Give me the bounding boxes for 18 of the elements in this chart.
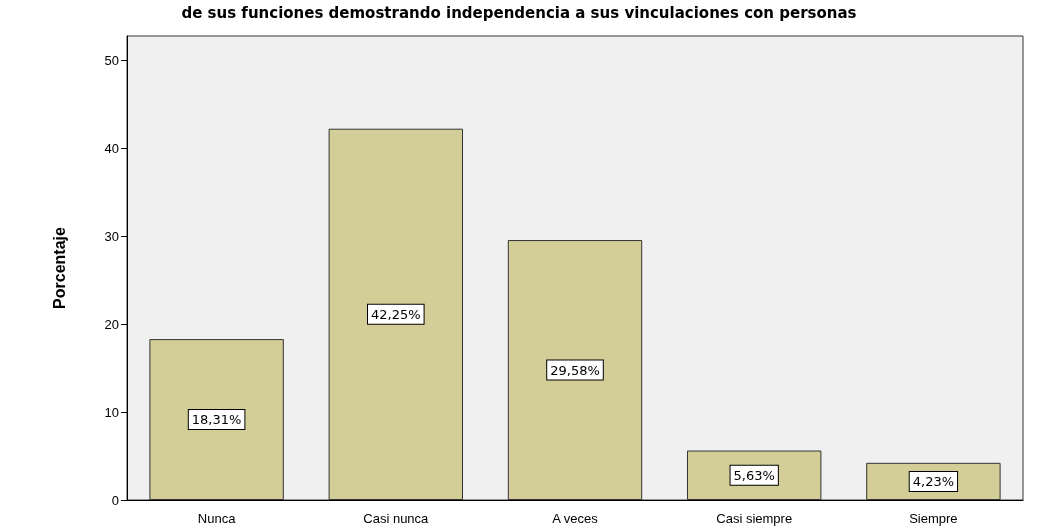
y-tick-label: 50 [104, 53, 119, 69]
data-label: 4,23% [912, 473, 955, 489]
data-label: 29,58% [550, 362, 600, 378]
data-label: 5,63% [733, 467, 775, 483]
y-axis-title: Porcentaje [50, 226, 68, 309]
data-label: 18,31% [191, 412, 242, 428]
x-tick-label: Casi nunca [363, 511, 430, 526]
y-tick-label: 20 [104, 316, 119, 332]
x-tick-label: Casi siempre [716, 511, 793, 526]
data-label: 42,25% [371, 306, 421, 322]
y-tick-label: 0 [111, 492, 119, 508]
y-tick-label: 40 [104, 140, 119, 156]
chart-title: de sus funciones demostrando independencia a sus vinculaciones con personas [181, 3, 857, 22]
y-tick-label: 10 [104, 404, 119, 420]
x-tick-label: Nunca [197, 511, 237, 526]
x-tick-label: A veces [552, 511, 599, 526]
y-tick-label: 30 [104, 228, 119, 244]
x-tick-label: Siempre [909, 511, 958, 526]
